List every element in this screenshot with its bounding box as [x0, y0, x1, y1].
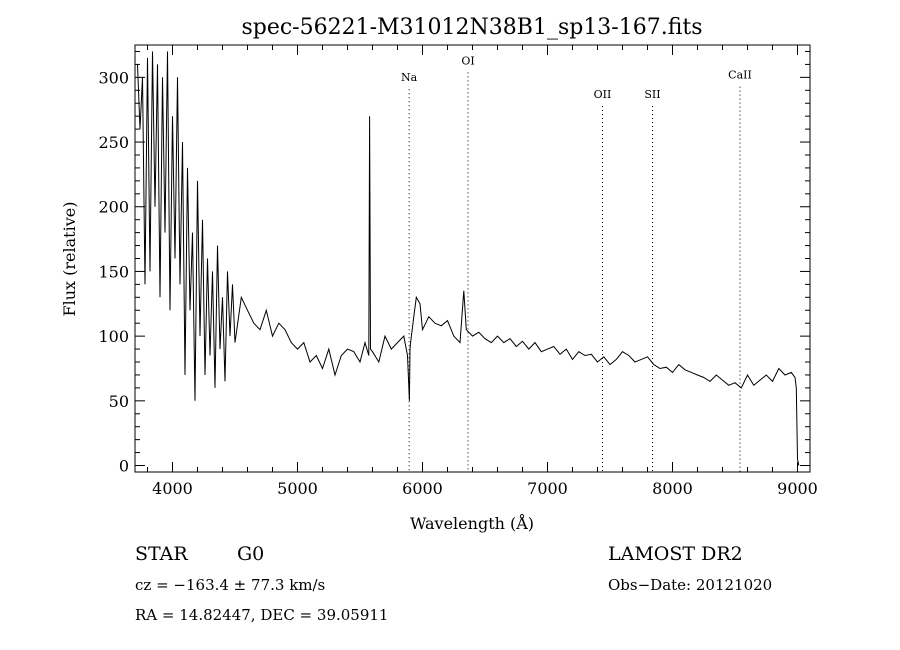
plot-frame — [134, 44, 811, 473]
annotation-label: OII — [594, 88, 612, 101]
x-tick-label: 7000 — [527, 479, 568, 498]
spectrum-line — [137, 51, 800, 466]
x-tick-label: 4000 — [152, 479, 193, 498]
object-class: STAR — [135, 543, 188, 565]
survey-name: LAMOST DR2 — [608, 543, 743, 565]
annotation-label: CaII — [728, 69, 752, 82]
x-tick-label: 8000 — [652, 479, 693, 498]
x-axis-label: Wavelength (Å) — [410, 513, 534, 533]
axis-ticks: 4000 5000 6000 7000 8000 9000 0 50 100 150 200 250 3… — [98, 45, 818, 498]
chart-title: spec-56221-M31012N38B1_sp13-167.fits — [241, 15, 702, 40]
y-tick-label: 300 — [98, 68, 129, 87]
y-tick-label: 200 — [98, 198, 129, 217]
x-tick-label: 9000 — [777, 479, 818, 498]
y-axis-label: Flux (relative) — [60, 202, 79, 317]
y-tick-label: 250 — [98, 133, 129, 152]
annotation-label: SII — [644, 88, 660, 101]
y-tick-label: 150 — [98, 262, 129, 281]
x-tick-label: 6000 — [402, 479, 443, 498]
annotation-label: OI — [461, 54, 474, 67]
y-tick-label: 0 — [119, 457, 129, 476]
x-tick-label: 5000 — [277, 479, 318, 498]
object-subclass: G0 — [237, 543, 264, 565]
y-tick-label: 100 — [98, 327, 129, 346]
line-annotations: Na OI OII SII CaII — [401, 54, 752, 472]
coordinates: RA = 14.82447, DEC = 39.05911 — [135, 606, 388, 624]
y-tick-label: 50 — [109, 392, 129, 411]
annotation-label: Na — [401, 71, 418, 84]
redshift-line: cz = −163.4 ± 77.3 km/s — [135, 576, 325, 594]
obs-date: Obs−Date: 20121020 — [608, 576, 772, 594]
